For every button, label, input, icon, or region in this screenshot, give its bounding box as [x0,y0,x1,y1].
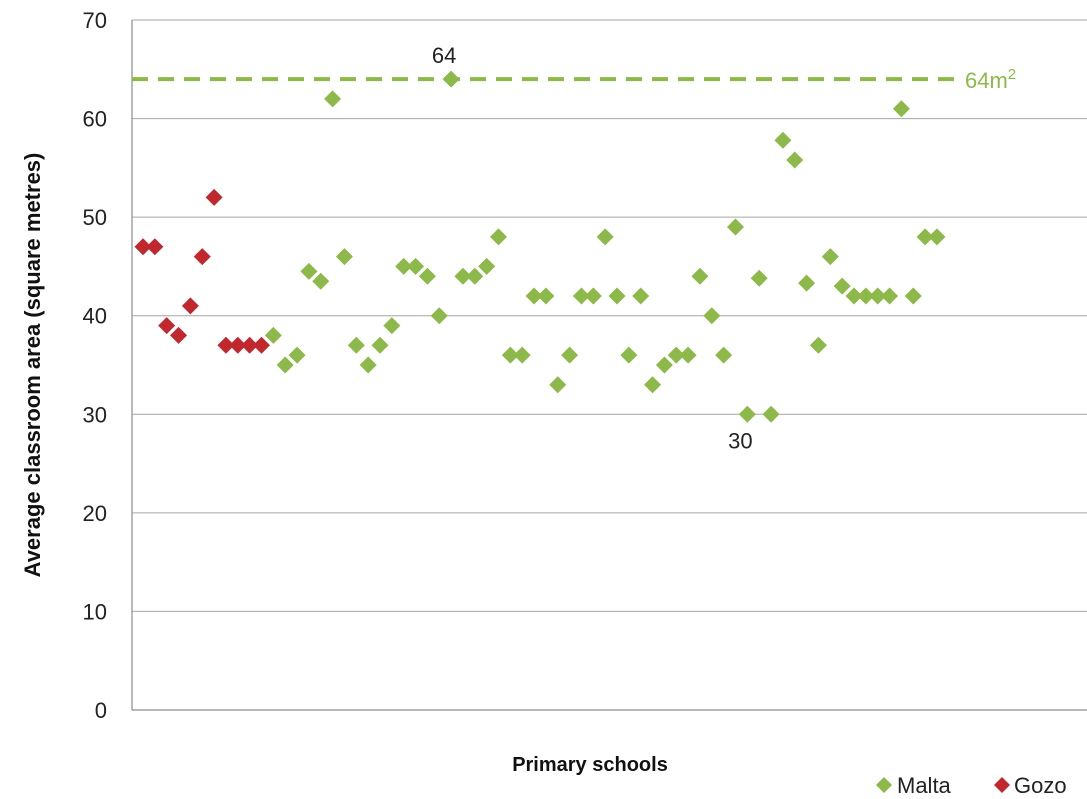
point-malta [525,287,543,305]
point-malta [454,267,472,285]
point-malta [608,287,626,305]
point-malta [288,346,306,364]
point-malta [821,248,839,266]
point-malta [300,262,318,280]
reference-line-label: 64m2 [965,66,1016,93]
y-tick-label: 0 [95,698,107,723]
point-malta [750,269,768,287]
point-malta [774,131,792,149]
point-gozo [146,238,164,256]
annotation-label: 30 [728,428,752,453]
point-malta [478,257,496,275]
point-malta [359,356,377,374]
point-malta [916,228,934,246]
legend-marker-malta [876,777,892,793]
point-malta [644,376,662,394]
reference-line: 64m2 [132,66,1016,93]
point-malta [501,346,519,364]
point-malta [395,257,413,275]
point-malta [549,376,567,394]
point-malta [442,70,460,88]
point-malta [679,346,697,364]
point-gozo [253,336,270,354]
data-points [134,70,946,423]
point-gozo [170,326,188,344]
point-malta [833,277,851,295]
point-malta [513,346,531,364]
point-malta [928,228,946,246]
point-malta [881,287,899,305]
point-gozo [134,238,152,256]
point-malta [324,90,342,108]
point-malta [786,151,804,169]
y-tick-label: 10 [83,599,107,624]
point-malta [715,346,733,364]
point-malta [490,228,507,246]
point-gozo [217,336,235,354]
point-malta [667,346,685,364]
legend-label-gozo: Gozo [1014,773,1067,798]
point-malta [869,287,887,305]
point-gozo [181,297,199,315]
point-malta [738,405,756,423]
y-tick-label: 30 [83,402,107,427]
point-malta [596,228,614,246]
x-axis-title: Primary schools [512,754,668,776]
y-tick-label: 70 [83,8,107,33]
point-malta [561,346,579,364]
point-malta [762,405,780,423]
y-tick-label: 40 [83,304,107,329]
point-malta [845,287,863,305]
annotations: 64 30 [432,43,753,453]
point-malta [407,257,425,275]
point-malta [857,287,875,305]
point-malta [584,287,602,305]
point-malta [276,356,294,374]
point-malta [703,307,721,325]
point-malta [798,274,816,292]
point-gozo [241,336,259,354]
point-malta [418,267,436,285]
point-gozo [229,336,247,354]
point-malta [347,336,365,354]
point-malta [537,287,555,305]
point-malta [809,336,827,354]
point-gozo [158,317,176,335]
point-malta [904,287,922,305]
y-tick-label: 20 [83,501,107,526]
point-malta [371,336,389,354]
y-axis-ticks: 0 10 20 30 40 50 60 70 [83,8,107,723]
y-tick-label: 50 [83,205,107,230]
annotation-label: 64 [432,43,456,68]
point-gozo [193,248,211,266]
point-malta [572,287,590,305]
point-malta [655,356,673,374]
point-gozo [205,188,223,206]
point-malta [691,267,709,285]
point-malta [727,218,744,236]
legend-label-malta: Malta [897,773,952,798]
point-malta [383,317,401,335]
point-malta [312,272,330,290]
legend-marker-gozo [994,777,1010,793]
point-malta [620,346,638,364]
y-tick-label: 60 [83,107,107,132]
point-malta [632,287,650,305]
y-axis-title: Average classroom area (square metres) [20,153,45,578]
point-malta [430,307,448,325]
legend: Malta Gozo [876,773,1067,798]
gridlines [132,19,1087,612]
point-malta [466,267,484,285]
point-malta [264,326,282,344]
point-malta [335,248,353,266]
point-malta [892,100,910,118]
